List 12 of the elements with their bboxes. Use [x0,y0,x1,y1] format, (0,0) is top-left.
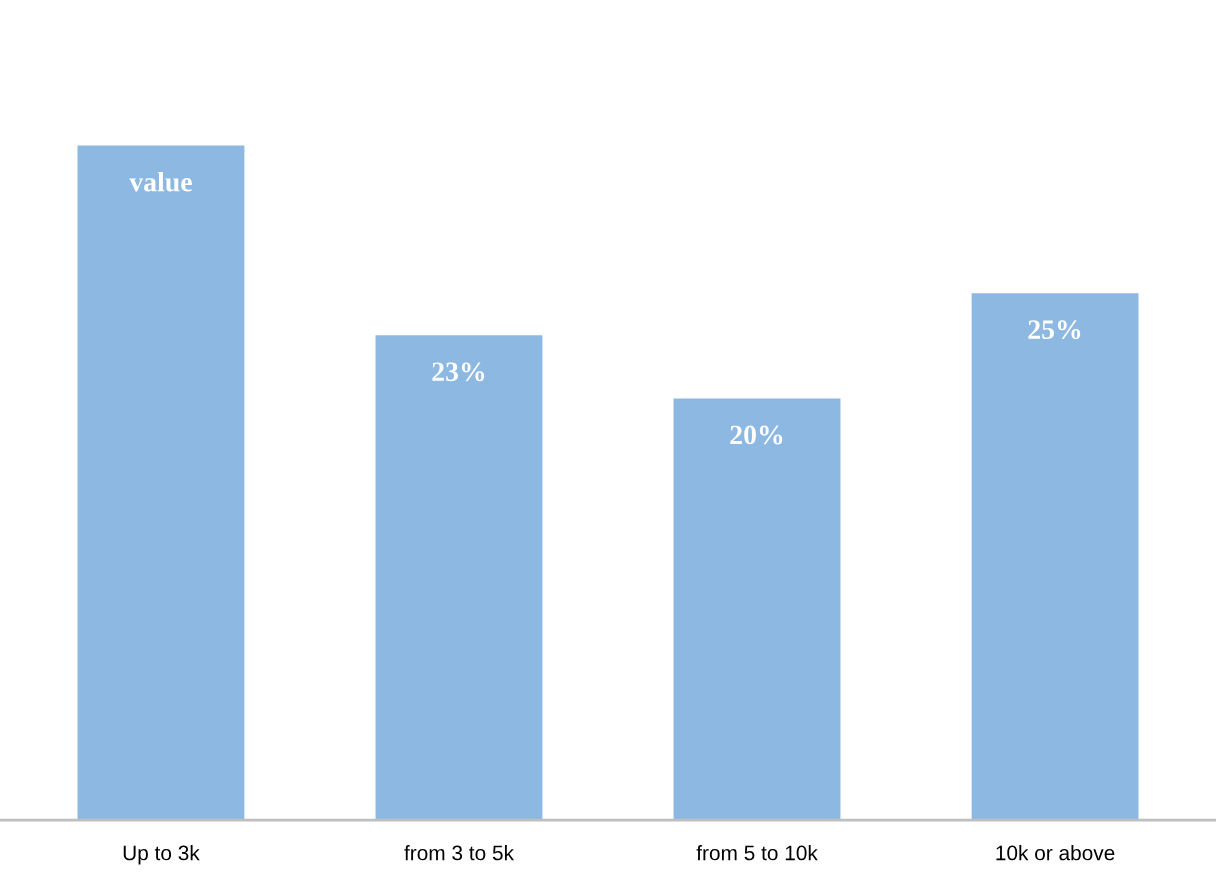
x-tick-label: 10k or above [996,845,1115,861]
data-label: 25% [1028,320,1081,340]
data-label: value [129,171,192,192]
bar [77,145,245,821]
bar [971,293,1139,821]
x-tick-label: Up to 3k [123,845,200,865]
x-tick-label: from 5 to 10k [696,845,818,861]
bar [673,398,841,821]
x-tick-label: from 3 to 5k [404,845,515,861]
data-label: 23% [432,362,485,382]
data-label: 20% [730,425,783,445]
bar [375,335,543,821]
